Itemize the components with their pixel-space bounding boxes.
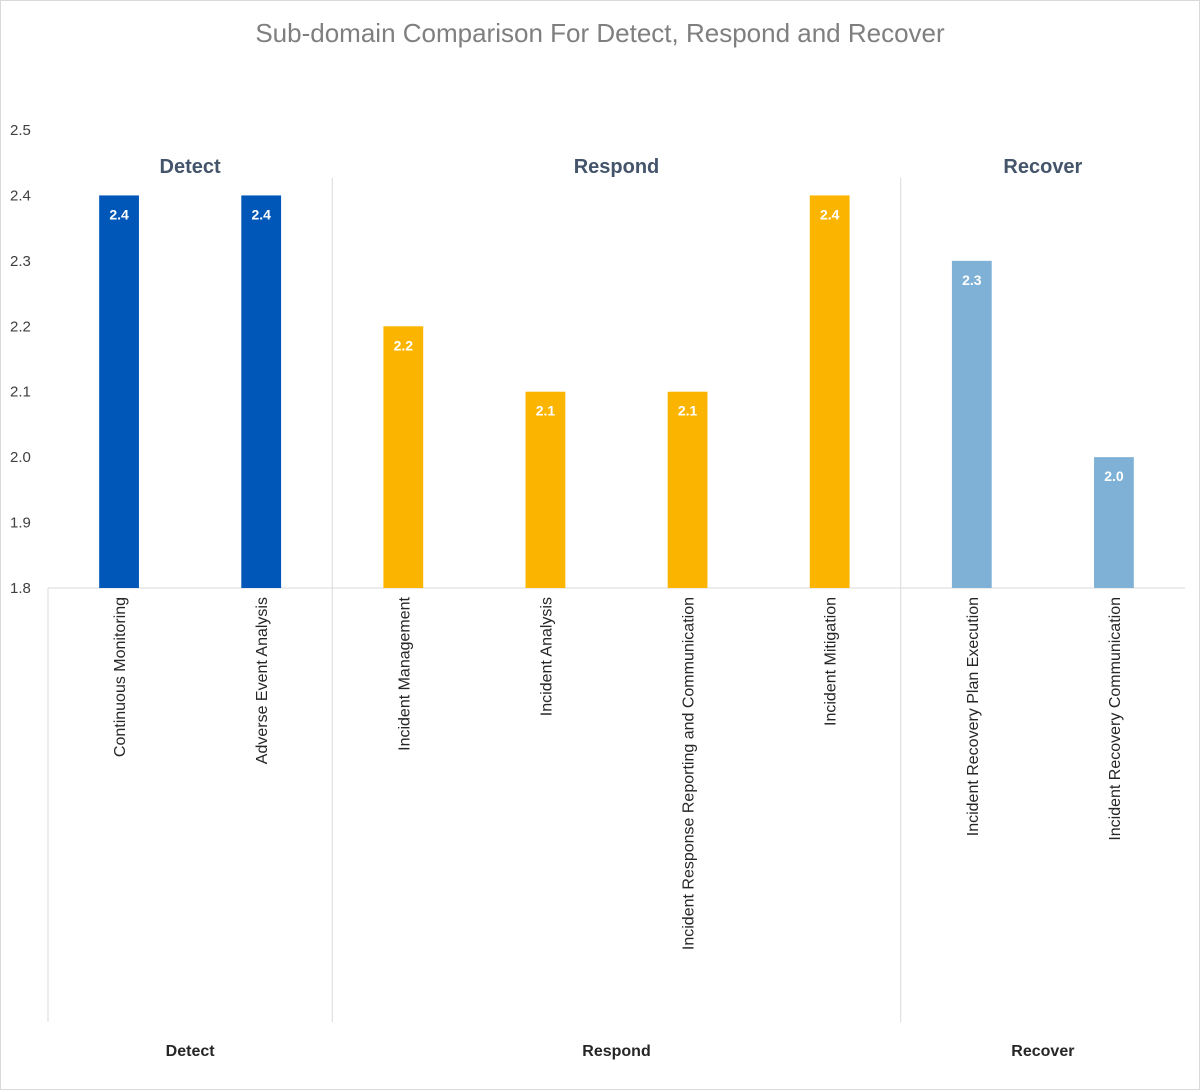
- bar: [667, 391, 708, 588]
- y-tick-label: 2.5: [10, 122, 31, 139]
- y-tick-label: 2.1: [10, 384, 31, 401]
- x-tick-label: Incident Management: [396, 596, 413, 750]
- group-label-bottom: Respond: [582, 1043, 650, 1060]
- bar: [99, 195, 139, 588]
- bar: [1094, 457, 1134, 588]
- x-tick-label: Adverse Event Analysis: [254, 597, 271, 764]
- data-label: 2.4: [109, 206, 129, 222]
- data-label: 2.4: [251, 206, 271, 222]
- group-label-top: Detect: [160, 156, 221, 178]
- chart-title: Sub-domain Comparison For Detect, Respon…: [255, 18, 945, 48]
- group-label-bottom: Detect: [166, 1043, 216, 1060]
- plot-area: 1.8 1.9 2.0 2.1 2.2 2.3 2.4 2.5 2.4 Continuous Mo…: [10, 122, 1185, 1060]
- group-label-top: Respond: [574, 156, 660, 178]
- bar: [383, 326, 424, 588]
- bar: [241, 195, 282, 588]
- x-tick-label: Incident Analysis: [538, 597, 555, 716]
- y-tick-label: 2.0: [10, 449, 31, 466]
- x-tick-label: Incident Response Reporting and Communic…: [681, 597, 698, 950]
- data-label: 2.4: [820, 206, 840, 222]
- x-tick-label: Incident Mitigation: [823, 597, 840, 726]
- y-tick-label: 2.4: [10, 187, 31, 204]
- group-label-bottom: Recover: [1011, 1043, 1074, 1060]
- x-tick-label: Incident Recovery Plan Execution: [965, 597, 982, 836]
- data-label: 2.1: [536, 403, 556, 419]
- data-label: 2.0: [1104, 468, 1124, 484]
- group-label-top: Recover: [1003, 156, 1082, 178]
- data-label: 2.1: [678, 403, 698, 419]
- y-tick-label: 1.8: [10, 580, 31, 597]
- x-tick-label: Continuous Monitoring: [112, 597, 129, 757]
- bar: [809, 195, 850, 588]
- bar: [525, 391, 566, 588]
- bar: [951, 260, 992, 588]
- data-label: 2.2: [394, 337, 414, 353]
- y-tick-label: 2.2: [10, 318, 31, 335]
- data-label: 2.3: [962, 272, 982, 288]
- y-tick-label: 1.9: [10, 515, 31, 532]
- x-tick-label: Incident Recovery Communication: [1107, 597, 1124, 841]
- y-tick-label: 2.3: [10, 253, 31, 270]
